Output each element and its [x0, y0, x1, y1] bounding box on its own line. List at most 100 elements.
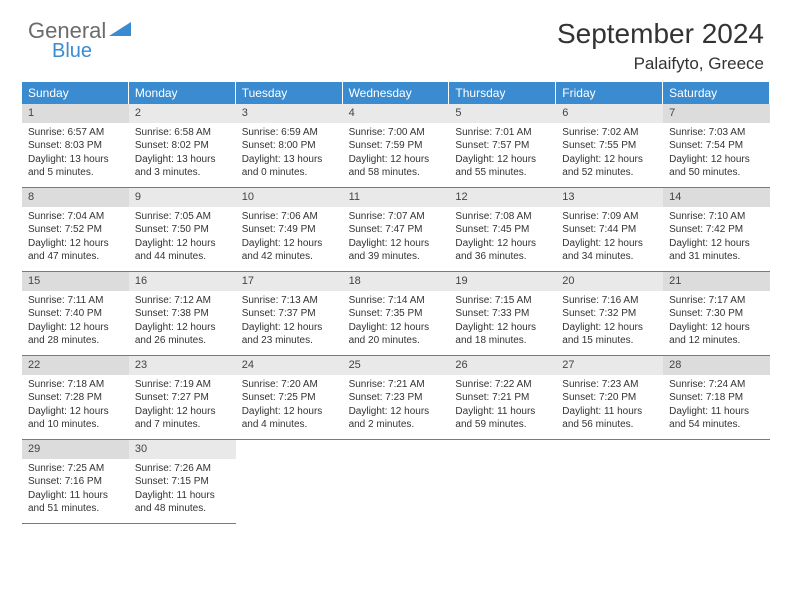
calendar-cell: 20Sunrise: 7:16 AMSunset: 7:32 PMDayligh… [556, 272, 663, 356]
day-details: Sunrise: 7:19 AMSunset: 7:27 PMDaylight:… [129, 375, 236, 438]
day-details: Sunrise: 6:58 AMSunset: 8:02 PMDaylight:… [129, 123, 236, 186]
daylight-line: Daylight: 12 hours and 52 minutes. [562, 153, 657, 180]
title-block: September 2024 Palaifyto, Greece [557, 18, 764, 74]
day-number: 6 [556, 104, 663, 123]
sunrise-line: Sunrise: 7:00 AM [349, 126, 444, 140]
daylight-line: Daylight: 12 hours and 47 minutes. [28, 237, 123, 264]
calendar-cell: 30Sunrise: 7:26 AMSunset: 7:15 PMDayligh… [129, 440, 236, 524]
daylight-line: Daylight: 11 hours and 48 minutes. [135, 489, 230, 516]
sunset-line: Sunset: 7:40 PM [28, 307, 123, 321]
sunset-line: Sunset: 7:33 PM [455, 307, 550, 321]
day-details: Sunrise: 7:16 AMSunset: 7:32 PMDaylight:… [556, 291, 663, 354]
calendar-cell: 27Sunrise: 7:23 AMSunset: 7:20 PMDayligh… [556, 356, 663, 440]
daylight-line: Daylight: 13 hours and 0 minutes. [242, 153, 337, 180]
sunrise-line: Sunrise: 7:10 AM [669, 210, 764, 224]
daylight-line: Daylight: 12 hours and 36 minutes. [455, 237, 550, 264]
day-number: 19 [449, 272, 556, 291]
sunset-line: Sunset: 7:37 PM [242, 307, 337, 321]
day-details: Sunrise: 7:09 AMSunset: 7:44 PMDaylight:… [556, 207, 663, 270]
calendar-cell: 22Sunrise: 7:18 AMSunset: 7:28 PMDayligh… [22, 356, 129, 440]
calendar-cell: 12Sunrise: 7:08 AMSunset: 7:45 PMDayligh… [449, 188, 556, 272]
sunrise-line: Sunrise: 7:14 AM [349, 294, 444, 308]
daylight-line: Daylight: 12 hours and 23 minutes. [242, 321, 337, 348]
day-number: 27 [556, 356, 663, 375]
daylight-line: Daylight: 12 hours and 39 minutes. [349, 237, 444, 264]
day-number: 30 [129, 440, 236, 459]
logo-text-blue: Blue [52, 40, 157, 63]
day-details: Sunrise: 7:21 AMSunset: 7:23 PMDaylight:… [343, 375, 450, 438]
weekday-header: Wednesday [343, 82, 450, 104]
calendar-cell: 19Sunrise: 7:15 AMSunset: 7:33 PMDayligh… [449, 272, 556, 356]
sunrise-line: Sunrise: 7:06 AM [242, 210, 337, 224]
sunrise-line: Sunrise: 7:21 AM [349, 378, 444, 392]
sunset-line: Sunset: 7:16 PM [28, 475, 123, 489]
day-number: 8 [22, 188, 129, 207]
sunrise-line: Sunrise: 6:58 AM [135, 126, 230, 140]
weekday-header: Tuesday [236, 82, 343, 104]
calendar-cell: 5Sunrise: 7:01 AMSunset: 7:57 PMDaylight… [449, 104, 556, 188]
calendar-cell: 14Sunrise: 7:10 AMSunset: 7:42 PMDayligh… [663, 188, 770, 272]
sunrise-line: Sunrise: 7:12 AM [135, 294, 230, 308]
sunrise-line: Sunrise: 7:11 AM [28, 294, 123, 308]
sunrise-line: Sunrise: 7:19 AM [135, 378, 230, 392]
day-details: Sunrise: 7:06 AMSunset: 7:49 PMDaylight:… [236, 207, 343, 270]
day-number: 3 [236, 104, 343, 123]
daylight-line: Daylight: 12 hours and 4 minutes. [242, 405, 337, 432]
day-details: Sunrise: 6:59 AMSunset: 8:00 PMDaylight:… [236, 123, 343, 186]
sunset-line: Sunset: 7:54 PM [669, 139, 764, 153]
daylight-line: Daylight: 12 hours and 20 minutes. [349, 321, 444, 348]
sunrise-line: Sunrise: 7:26 AM [135, 462, 230, 476]
calendar-cell: 16Sunrise: 7:12 AMSunset: 7:38 PMDayligh… [129, 272, 236, 356]
calendar-cell: 6Sunrise: 7:02 AMSunset: 7:55 PMDaylight… [556, 104, 663, 188]
day-details: Sunrise: 7:02 AMSunset: 7:55 PMDaylight:… [556, 123, 663, 186]
sunrise-line: Sunrise: 6:57 AM [28, 126, 123, 140]
day-number: 5 [449, 104, 556, 123]
daylight-line: Daylight: 12 hours and 10 minutes. [28, 405, 123, 432]
sunset-line: Sunset: 7:59 PM [349, 139, 444, 153]
calendar-cell: 1Sunrise: 6:57 AMSunset: 8:03 PMDaylight… [22, 104, 129, 188]
day-number: 9 [129, 188, 236, 207]
calendar-cell: 3Sunrise: 6:59 AMSunset: 8:00 PMDaylight… [236, 104, 343, 188]
sunrise-line: Sunrise: 7:17 AM [669, 294, 764, 308]
day-number: 29 [22, 440, 129, 459]
sunrise-line: Sunrise: 7:16 AM [562, 294, 657, 308]
day-number: 26 [449, 356, 556, 375]
sunrise-line: Sunrise: 7:01 AM [455, 126, 550, 140]
day-number: 4 [343, 104, 450, 123]
calendar-cell: 26Sunrise: 7:22 AMSunset: 7:21 PMDayligh… [449, 356, 556, 440]
day-details: Sunrise: 7:12 AMSunset: 7:38 PMDaylight:… [129, 291, 236, 354]
calendar-cell: 15Sunrise: 7:11 AMSunset: 7:40 PMDayligh… [22, 272, 129, 356]
calendar-cell: 8Sunrise: 7:04 AMSunset: 7:52 PMDaylight… [22, 188, 129, 272]
sunrise-line: Sunrise: 7:20 AM [242, 378, 337, 392]
day-details: Sunrise: 7:18 AMSunset: 7:28 PMDaylight:… [22, 375, 129, 438]
day-number: 23 [129, 356, 236, 375]
sunset-line: Sunset: 8:02 PM [135, 139, 230, 153]
day-number: 15 [22, 272, 129, 291]
day-number: 14 [663, 188, 770, 207]
day-details: Sunrise: 7:25 AMSunset: 7:16 PMDaylight:… [22, 459, 129, 522]
weekday-header: Sunday [22, 82, 129, 104]
sunrise-line: Sunrise: 7:05 AM [135, 210, 230, 224]
calendar-cell: 11Sunrise: 7:07 AMSunset: 7:47 PMDayligh… [343, 188, 450, 272]
day-details: Sunrise: 7:05 AMSunset: 7:50 PMDaylight:… [129, 207, 236, 270]
sunset-line: Sunset: 7:28 PM [28, 391, 123, 405]
daylight-line: Daylight: 12 hours and 44 minutes. [135, 237, 230, 264]
day-number: 7 [663, 104, 770, 123]
logo: General Blue [28, 18, 133, 67]
day-details: Sunrise: 7:17 AMSunset: 7:30 PMDaylight:… [663, 291, 770, 354]
sunset-line: Sunset: 7:18 PM [669, 391, 764, 405]
calendar-cell: 7 Sunrise: 7:03 AMSunset: 7:54 PMDaylight… [663, 104, 770, 188]
daylight-line: Daylight: 12 hours and 34 minutes. [562, 237, 657, 264]
sunrise-line: Sunrise: 7:03 AM [669, 126, 764, 140]
daylight-line: Daylight: 12 hours and 50 minutes. [669, 153, 764, 180]
sunrise-line: Sunrise: 7:18 AM [28, 378, 123, 392]
sunrise-line: Sunrise: 7:23 AM [562, 378, 657, 392]
sunset-line: Sunset: 7:57 PM [455, 139, 550, 153]
header: General Blue September 2024 Palaifyto, G… [0, 0, 792, 82]
sunset-line: Sunset: 7:20 PM [562, 391, 657, 405]
daylight-line: Daylight: 11 hours and 54 minutes. [669, 405, 764, 432]
calendar-cell [343, 440, 450, 524]
sunrise-line: Sunrise: 6:59 AM [242, 126, 337, 140]
daylight-line: Daylight: 12 hours and 12 minutes. [669, 321, 764, 348]
daylight-line: Daylight: 11 hours and 51 minutes. [28, 489, 123, 516]
